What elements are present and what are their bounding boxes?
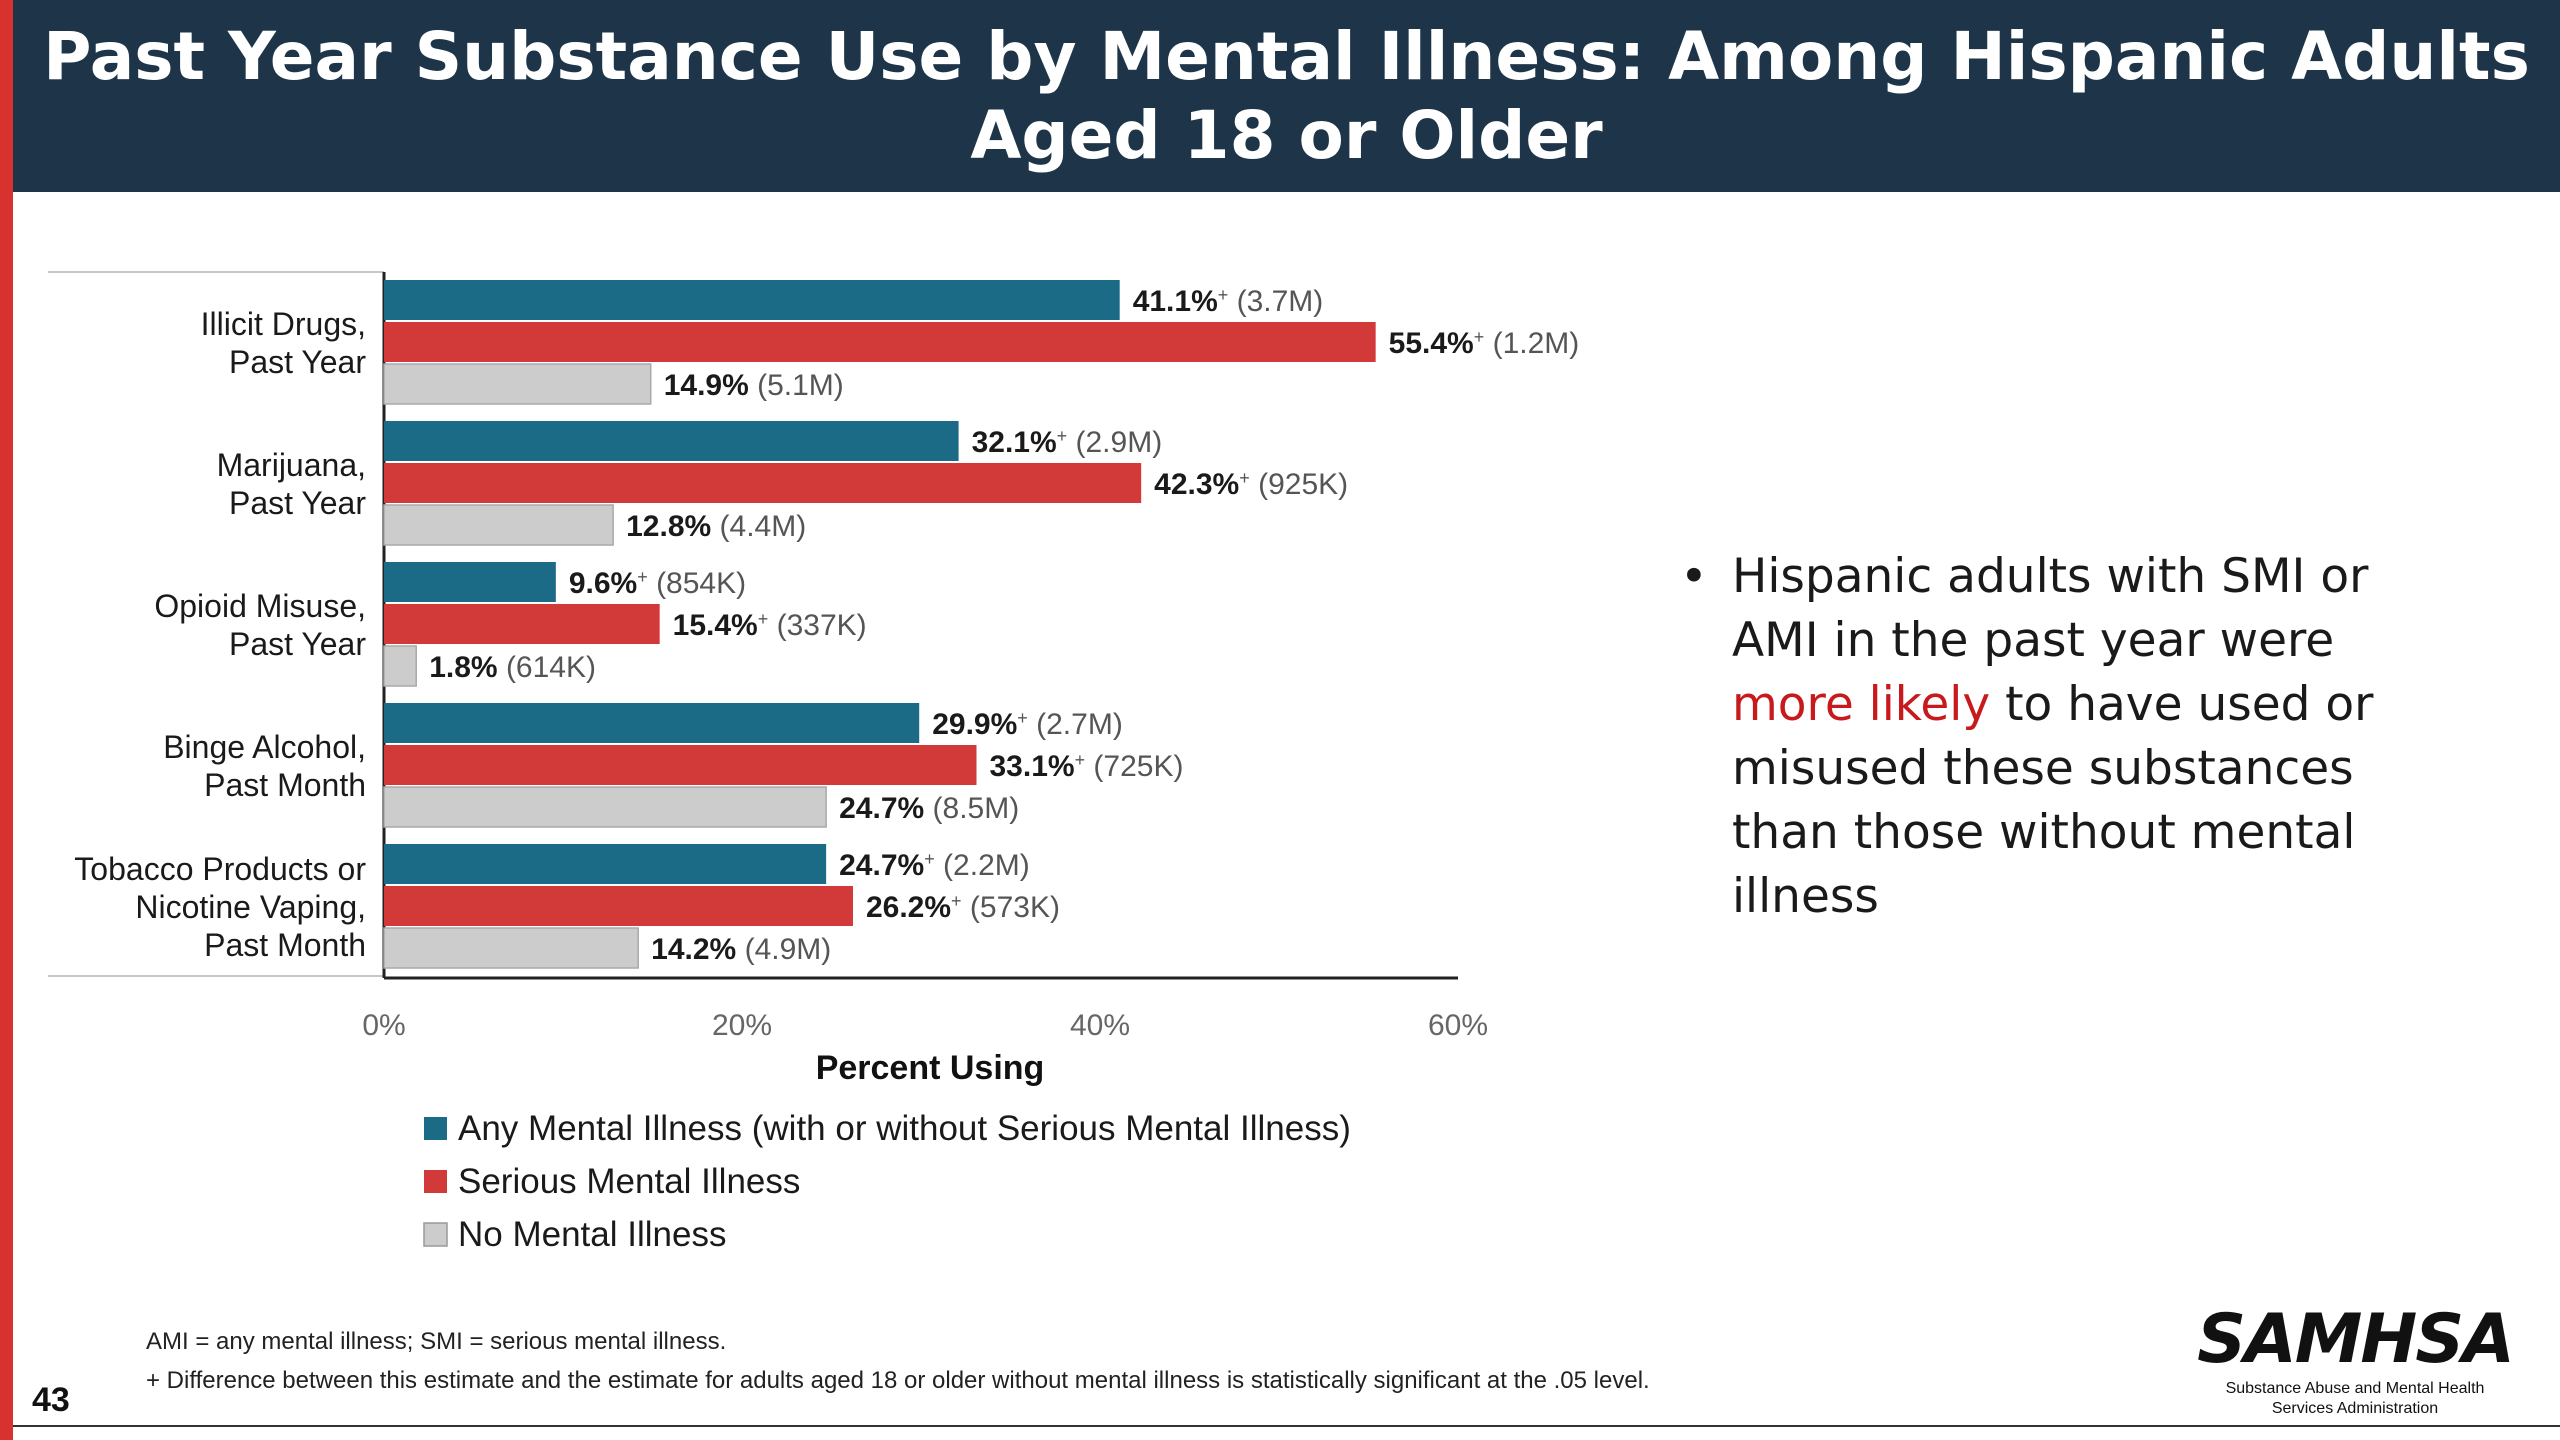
legend-label: No Mental Illness (458, 1215, 726, 1254)
bar (383, 786, 827, 828)
bar-value-label: 12.8% (4.4M) (626, 510, 806, 543)
bullet-text: Hispanic adults with SMI or AMI in the p… (1732, 545, 2460, 929)
legend-swatch (424, 1117, 447, 1140)
x-tick-label: 20% (712, 1009, 772, 1042)
bar-value-label: 15.4%+ (337K) (673, 609, 867, 642)
x-tick-label: 40% (1070, 1009, 1130, 1042)
category-label: Opioid Misuse, Past Year (154, 588, 366, 662)
key-finding-bullet: • Hispanic adults with SMI or AMI in the… (1680, 545, 2460, 929)
bar-chart: 41.1%+ (3.7M) 55.4%+ (1.2M) 14.9% (5.1M) Il… (48, 271, 1580, 1254)
bullet-text-end: to have used or misused these substances… (1732, 677, 2374, 924)
bar-value-label: 14.9% (5.1M) (664, 369, 844, 402)
x-tick-label: 0% (362, 1009, 405, 1042)
bar-value-label: 29.9%+ (2.7M) (932, 708, 1123, 741)
slide-title-line-2: Aged 18 or Older (970, 97, 1603, 174)
bullet-text-start: Hispanic adults with SMI or AMI in the p… (1732, 549, 2369, 668)
bar-value-label: 14.2% (4.9M) (651, 933, 831, 966)
logo-subtitle-line-1: Substance Abuse and Mental Health (2225, 1380, 2485, 1397)
bar (384, 463, 1142, 503)
bar-value-label: 24.7% (8.5M) (839, 792, 1019, 825)
logo-subtitle-line-2: Services Administration (2271, 1400, 2439, 1417)
legend-swatch (424, 1170, 447, 1193)
bar-value-label: 41.1%+ (3.7M) (1133, 285, 1324, 318)
bar (384, 562, 556, 602)
bar (383, 927, 639, 969)
legend-swatch (423, 1222, 448, 1247)
bar-value-label: 9.6%+ (854K) (569, 567, 746, 600)
category-label: Binge Alcohol, Past Month (163, 729, 366, 803)
bar (383, 645, 417, 687)
bar (384, 280, 1120, 320)
bar (384, 322, 1376, 362)
bar (384, 421, 959, 461)
slide-title-bar: Past Year Substance Use by Mental Illnes… (13, 0, 2560, 192)
category-label: Marijuana, Past Year (217, 447, 367, 521)
logo-wordmark: SAMHSA (2197, 1300, 2515, 1379)
bar (384, 844, 827, 884)
bar (384, 604, 660, 644)
bullet-dot-icon: • (1680, 549, 1708, 604)
bar (383, 504, 614, 546)
category-label: Tobacco Products or Nicotine Vaping, Past … (74, 851, 366, 963)
bar (384, 703, 920, 743)
left-accent-stripe (0, 0, 13, 1440)
slide-title-line-1: Past Year Substance Use by Mental Illnes… (43, 18, 2530, 95)
bar (384, 745, 977, 785)
footnote-significance: + Difference between this estimate and t… (146, 1367, 1650, 1394)
bar-value-label: 33.1%+ (725K) (989, 750, 1183, 783)
bar (384, 886, 853, 926)
logo-subtitle: Substance Abuse and Mental Health Servic… (2195, 1379, 2515, 1419)
bar-value-label: 1.8% (614K) (429, 651, 596, 684)
x-axis-label: Percent Using (816, 1049, 1045, 1087)
bar (383, 363, 652, 405)
bar-value-label: 24.7%+ (2.2M) (839, 849, 1030, 882)
footnote-abbreviations: AMI = any mental illness; SMI = serious … (146, 1328, 727, 1355)
bullet-emphasis: more likely (1732, 677, 1991, 732)
bar-value-label: 26.2%+ (573K) (866, 891, 1060, 924)
category-label: Illicit Drugs, Past Year (201, 306, 367, 380)
page-number: 43 (32, 1381, 70, 1419)
samhsa-logo: SAMHSA Substance Abuse and Mental Health… (2195, 1305, 2515, 1419)
legend-label: Serious Mental Illness (458, 1162, 800, 1201)
x-tick-label: 60% (1428, 1009, 1488, 1042)
bar-value-label: 55.4%+ (1.2M) (1389, 327, 1580, 360)
bar-value-label: 42.3%+ (925K) (1154, 468, 1348, 501)
legend-label: Any Mental Illness (with or without Seri… (458, 1109, 1351, 1148)
bottom-divider (13, 1425, 2560, 1427)
bar-value-label: 32.1%+ (2.9M) (972, 426, 1163, 459)
